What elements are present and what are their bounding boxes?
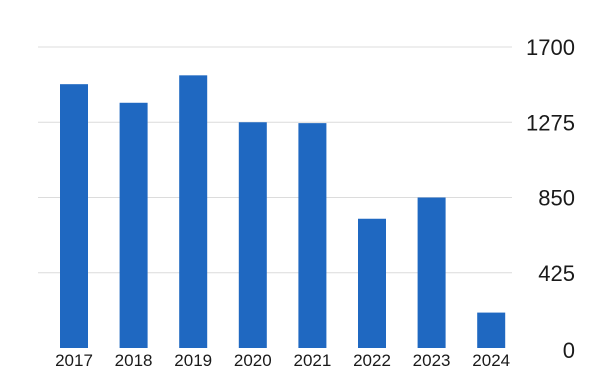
x-tick-label: 2022 <box>353 351 391 370</box>
bar-2017 <box>60 84 88 349</box>
x-tick-label: 2021 <box>293 351 331 370</box>
bar-2023 <box>417 197 446 348</box>
y-axis-ticks: 0 425 850 1275 1700 <box>526 35 575 363</box>
bars <box>60 75 506 349</box>
bar-2021 <box>298 123 327 349</box>
x-axis-ticks: 2017 2018 2019 2020 2021 2022 2023 2024 <box>55 351 510 370</box>
y-tick-label: 1700 <box>526 35 575 60</box>
y-tick-label: 1275 <box>526 110 575 135</box>
y-tick-label: 850 <box>538 186 575 211</box>
x-tick-label: 2020 <box>234 351 272 370</box>
bar-2019 <box>179 75 208 349</box>
x-tick-label: 2024 <box>472 351 510 370</box>
bar-2022 <box>358 218 386 348</box>
bar-2024 <box>477 312 506 348</box>
bar-2018 <box>119 102 148 348</box>
x-tick-label: 2017 <box>55 351 93 370</box>
y-tick-label: 425 <box>538 261 575 286</box>
x-tick-label: 2019 <box>174 351 212 370</box>
x-tick-label: 2018 <box>115 351 153 370</box>
bar-2020 <box>238 122 267 348</box>
y-tick-label: 0 <box>563 338 575 363</box>
x-tick-label: 2023 <box>413 351 451 370</box>
